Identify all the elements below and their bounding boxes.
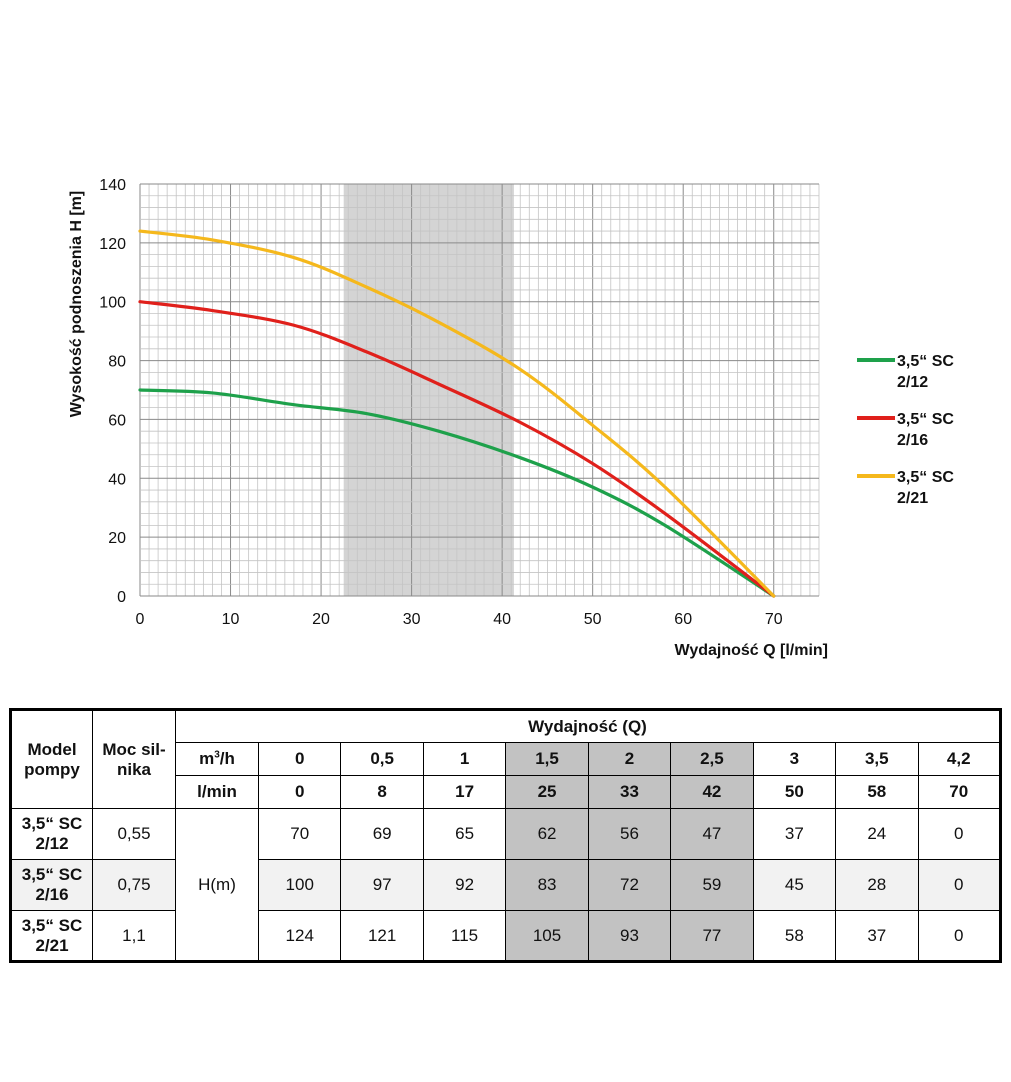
y-tick-label: 0 bbox=[117, 589, 126, 606]
table-cell: 25 bbox=[505, 775, 589, 809]
y-tick-label: 20 bbox=[108, 530, 126, 547]
table-cell: 1 bbox=[422, 742, 507, 776]
table-cell: 56 bbox=[587, 808, 672, 860]
table-cell: 124 bbox=[257, 910, 342, 962]
table-cell: 0 bbox=[917, 808, 1001, 860]
power-header: Moc sil-nika bbox=[92, 709, 176, 809]
table-cell: 58 bbox=[752, 910, 837, 962]
table-cell: 58 bbox=[835, 775, 919, 809]
y-tick-label: 120 bbox=[99, 236, 126, 253]
series-line bbox=[138, 229, 776, 598]
table-cell: 50 bbox=[752, 775, 837, 809]
power-cell: 0,55 bbox=[92, 808, 176, 860]
flow-header: Wydajność (Q) bbox=[175, 709, 1001, 743]
y-axis-label: Wysokość podnoszenia H [m] bbox=[68, 191, 85, 417]
operating-range-band bbox=[343, 184, 514, 596]
table-cell: 93 bbox=[587, 910, 672, 962]
tick-label-layer: 0 10 20 30 40 50 60 70 0 20 40 60 80 100 120 140 bbox=[99, 177, 782, 628]
table-cell: 2,5 bbox=[670, 742, 754, 776]
table-cell: 92 bbox=[422, 859, 507, 911]
unit-lmin-label: l/min bbox=[175, 775, 259, 809]
table-cell: 62 bbox=[505, 808, 589, 860]
y-tick-label: 60 bbox=[108, 412, 126, 429]
x-tick-label: 40 bbox=[493, 611, 511, 628]
power-cell: 1,1 bbox=[92, 910, 176, 962]
table-cell: 3,5 bbox=[835, 742, 919, 776]
x-tick-label: 70 bbox=[765, 611, 783, 628]
table-cell: 0 bbox=[257, 742, 342, 776]
legend-label: 3,5“ SC 2/21 bbox=[897, 469, 954, 507]
y-tick-label: 80 bbox=[108, 354, 126, 371]
table-cell: 70 bbox=[257, 808, 342, 860]
head-unit-cell: H(m) bbox=[175, 808, 259, 962]
model-cell: 3,5“ SC 2/21 bbox=[10, 910, 93, 962]
table-cell: 47 bbox=[670, 808, 754, 860]
table-cell: 37 bbox=[835, 910, 919, 962]
m3h-row: m3/h 0 0,5 1 1,5 2 2,5 3 3,5 4,2 bbox=[11, 742, 1001, 776]
model-cell: 3,5“ SC 2/12 bbox=[10, 808, 93, 860]
legend: 3,5“ SC 2/12 3,5“ SC 2/16 3,5“ SC 2/21 bbox=[857, 353, 954, 507]
grid-layer bbox=[139, 183, 820, 597]
y-tick-label: 140 bbox=[99, 177, 126, 194]
table-cell: 4,2 bbox=[917, 742, 1001, 776]
series-line bbox=[138, 300, 776, 598]
table-cell: 77 bbox=[670, 910, 754, 962]
table-cell: 69 bbox=[340, 808, 424, 860]
y-tick-label: 100 bbox=[99, 295, 126, 312]
x-tick-label: 10 bbox=[222, 611, 240, 628]
table-cell: 121 bbox=[340, 910, 424, 962]
table-cell: 0 bbox=[257, 775, 342, 809]
table-cell: 115 bbox=[422, 910, 507, 962]
table-cell: 8 bbox=[340, 775, 424, 809]
table-cell: 65 bbox=[422, 808, 507, 860]
legend-label: 3,5“ SC 2/16 bbox=[897, 411, 954, 449]
curve-layer bbox=[138, 229, 776, 598]
table-cell: 28 bbox=[835, 859, 919, 911]
x-tick-label: 60 bbox=[674, 611, 692, 628]
table-cell: 3 bbox=[752, 742, 837, 776]
y-tick-label: 40 bbox=[108, 471, 126, 488]
table-cell: 105 bbox=[505, 910, 589, 962]
highlight-band-layer bbox=[343, 184, 514, 596]
table-cell: 83 bbox=[505, 859, 589, 911]
table-cell: 45 bbox=[752, 859, 837, 911]
model-header: Model pompy bbox=[10, 709, 93, 809]
table-cell: 17 bbox=[422, 775, 507, 809]
pump-performance-chart: 0 10 20 30 40 50 60 70 0 20 40 60 80 100 120 140 Wysoko… bbox=[68, 177, 954, 659]
table-cell: 0 bbox=[917, 910, 1001, 962]
table-cell: 97 bbox=[340, 859, 424, 911]
lmin-row: l/min 0 8 17 25 33 42 50 58 70 bbox=[11, 775, 1001, 809]
table-cell: 1,5 bbox=[505, 742, 589, 776]
x-axis-label: Wydajność Q [l/min] bbox=[675, 642, 829, 659]
table-cell: 72 bbox=[587, 859, 672, 911]
table-cell: 42 bbox=[670, 775, 754, 809]
series-line bbox=[138, 388, 776, 598]
pump-spec-table: Model pompy Moc sil-nika Wydajność (Q) m… bbox=[9, 708, 1002, 963]
table-row: 3,5“ SC 2/16 0,75 100 97 92 83 72 59 45 28 0 bbox=[10, 859, 1001, 911]
power-cell: 0,75 bbox=[92, 859, 176, 911]
table-cell: 2 bbox=[587, 742, 672, 776]
table-cell: 0,5 bbox=[340, 742, 424, 776]
table-cell: 24 bbox=[835, 808, 919, 860]
table-cell: 70 bbox=[917, 775, 1001, 809]
table-cell: 100 bbox=[257, 859, 342, 911]
table-cell: 0 bbox=[917, 859, 1001, 911]
table-cell: 33 bbox=[587, 775, 672, 809]
table-cell: 59 bbox=[670, 859, 754, 911]
table-row: 3,5“ SC 2/21 1,1 124 121 115 105 93 77 58 37 0 bbox=[10, 910, 1001, 962]
x-tick-label: 30 bbox=[403, 611, 421, 628]
model-cell: 3,5“ SC 2/16 bbox=[10, 859, 93, 911]
x-tick-label: 20 bbox=[312, 611, 330, 628]
legend-label: 3,5“ SC 2/12 bbox=[897, 353, 954, 391]
x-tick-label: 50 bbox=[584, 611, 602, 628]
table-row: 3,5“ SC 2/12 0,55 H(m) 70 69 65 62 56 47 37 24 0 bbox=[10, 808, 1001, 962]
x-tick-label: 0 bbox=[136, 611, 145, 628]
table-cell: 37 bbox=[752, 808, 837, 860]
unit-m3h-label: m3/h bbox=[175, 742, 259, 776]
